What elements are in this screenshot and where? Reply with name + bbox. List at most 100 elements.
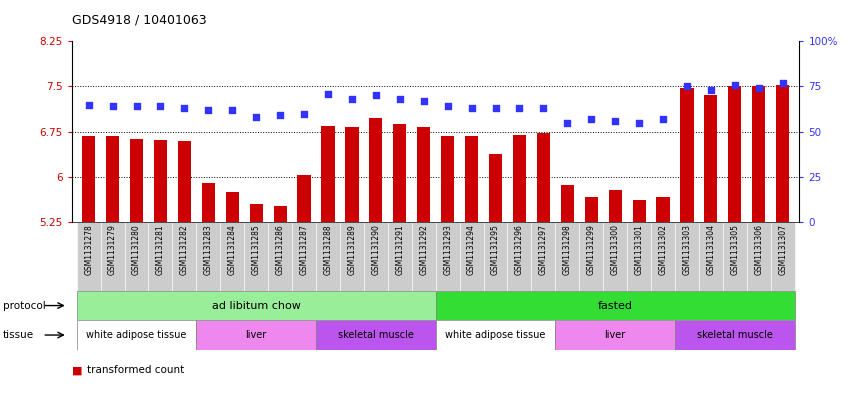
Bar [173, 222, 196, 291]
Text: GSM1131283: GSM1131283 [204, 224, 213, 275]
Text: GDS4918 / 10401063: GDS4918 / 10401063 [72, 14, 206, 27]
Point [369, 92, 382, 99]
Bar [345, 127, 359, 222]
Bar [627, 222, 651, 291]
Bar [77, 320, 196, 350]
Text: GSM1131302: GSM1131302 [658, 224, 667, 275]
Text: GSM1131284: GSM1131284 [228, 224, 237, 275]
Bar [459, 222, 484, 291]
Text: GSM1131296: GSM1131296 [515, 224, 524, 275]
Bar [728, 86, 741, 222]
Point [345, 96, 359, 102]
Text: GSM1131307: GSM1131307 [778, 224, 788, 275]
Point [536, 105, 550, 111]
Bar [201, 183, 215, 222]
Bar [580, 222, 603, 291]
Bar [436, 291, 794, 320]
Point [250, 114, 263, 120]
Bar [776, 85, 789, 222]
Bar [292, 222, 316, 291]
Point [201, 107, 215, 113]
Bar [555, 320, 675, 350]
Text: skeletal muscle: skeletal muscle [697, 330, 772, 340]
Text: GSM1131282: GSM1131282 [180, 224, 189, 275]
Text: skeletal muscle: skeletal muscle [338, 330, 414, 340]
Text: GSM1131301: GSM1131301 [634, 224, 644, 275]
Bar [747, 222, 771, 291]
Point [154, 103, 168, 110]
Bar [436, 222, 459, 291]
Text: GSM1131286: GSM1131286 [276, 224, 284, 275]
Bar [608, 190, 622, 222]
Bar [555, 222, 580, 291]
Text: tissue: tissue [3, 330, 34, 340]
Bar [722, 222, 747, 291]
Bar [340, 222, 364, 291]
Bar [417, 127, 431, 222]
Bar [771, 222, 794, 291]
Bar [316, 320, 436, 350]
Bar [82, 136, 96, 222]
Point [129, 103, 143, 110]
Text: fasted: fasted [597, 301, 633, 310]
Bar [436, 320, 555, 350]
Text: GSM1131288: GSM1131288 [323, 224, 332, 275]
Bar [393, 125, 406, 222]
Text: GSM1131289: GSM1131289 [348, 224, 356, 275]
Bar [321, 126, 334, 222]
Point [178, 105, 191, 111]
Point [752, 85, 766, 92]
Bar [154, 140, 167, 222]
Text: GSM1131285: GSM1131285 [252, 224, 261, 275]
Text: liver: liver [605, 330, 626, 340]
Bar [465, 136, 478, 222]
Bar [196, 320, 316, 350]
Point [656, 116, 670, 122]
Point [106, 103, 119, 110]
Bar [106, 136, 119, 222]
Text: GSM1131293: GSM1131293 [443, 224, 452, 275]
Bar [273, 206, 287, 222]
Point [585, 116, 598, 122]
Text: GSM1131306: GSM1131306 [755, 224, 763, 275]
Text: GSM1131304: GSM1131304 [706, 224, 716, 275]
Point [728, 81, 742, 88]
Point [608, 118, 622, 124]
Bar [531, 222, 555, 291]
Bar [364, 222, 387, 291]
Bar [489, 154, 503, 222]
Text: GSM1131305: GSM1131305 [730, 224, 739, 275]
Bar [178, 141, 191, 222]
Bar [603, 222, 627, 291]
Bar [316, 222, 340, 291]
Bar [412, 222, 436, 291]
Bar [250, 204, 263, 222]
Text: white adipose tissue: white adipose tissue [86, 330, 187, 340]
Bar [651, 222, 675, 291]
Bar [633, 200, 645, 222]
Bar [537, 134, 550, 222]
Bar [101, 222, 124, 291]
Bar [656, 197, 670, 222]
Text: GSM1131281: GSM1131281 [156, 224, 165, 275]
Bar [220, 222, 244, 291]
Text: GSM1131280: GSM1131280 [132, 224, 141, 275]
Point [704, 87, 717, 93]
Bar [752, 86, 766, 222]
Bar [484, 222, 508, 291]
Bar [77, 291, 436, 320]
Text: protocol: protocol [3, 301, 46, 310]
Bar [226, 192, 239, 222]
Text: transformed count: transformed count [87, 365, 184, 375]
Bar [268, 222, 292, 291]
Point [489, 105, 503, 111]
Bar [699, 222, 722, 291]
Point [561, 119, 574, 126]
Bar [513, 135, 526, 222]
Bar [508, 222, 531, 291]
Point [297, 110, 310, 117]
Text: GSM1131298: GSM1131298 [563, 224, 572, 275]
Bar [298, 175, 310, 222]
Text: GSM1131294: GSM1131294 [467, 224, 476, 275]
Text: GSM1131290: GSM1131290 [371, 224, 381, 275]
